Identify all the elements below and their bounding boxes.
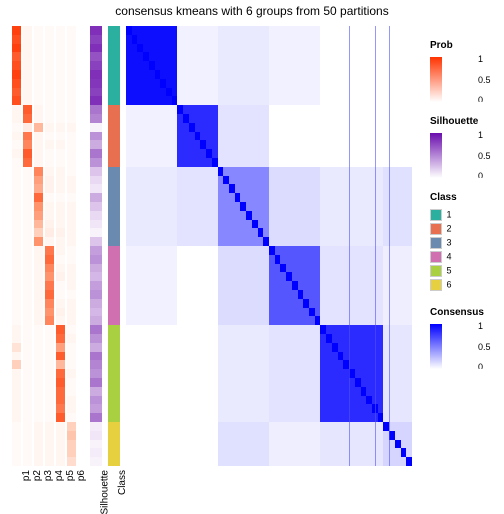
prob-column-p5 (56, 26, 65, 466)
class-column (108, 26, 120, 466)
grad-sil (430, 133, 442, 178)
legend-class-item-2: 2 (430, 223, 500, 235)
grad-prob (430, 57, 442, 102)
consensus-heatmap (126, 26, 412, 466)
class-segment-1 (108, 26, 120, 105)
plot-area: p1p2p3p4p5p6SilhouetteClass (12, 26, 412, 466)
prob-column-p6 (67, 26, 76, 466)
legend-class-item-6: 6 (430, 279, 500, 291)
legend-consensus-title: Consensus (430, 307, 500, 318)
tick: 1 (478, 130, 483, 140)
legend-sil-title: Silhouette (430, 116, 500, 127)
xlabel-p4: p4 (54, 470, 65, 481)
legend-class: Class 1 2 3 4 5 6 (430, 192, 500, 293)
grad-cons (430, 324, 442, 369)
legend-area: Prob 1 0.5 0 Silhouette 1 0.5 0 Class 1 … (430, 40, 500, 383)
xlabel-p2: p2 (32, 470, 43, 481)
tick: 0.5 (478, 75, 491, 85)
prob-column-p2 (23, 26, 32, 466)
xlabel-Class: Class (117, 470, 128, 495)
prob-column-p4 (45, 26, 54, 466)
xlabel-p6: p6 (76, 470, 87, 481)
legend-prob-title: Prob (430, 40, 500, 51)
tick: 0 (478, 95, 483, 102)
prob-column-p1 (12, 26, 21, 466)
chart-title: consensus kmeans with 6 groups from 50 p… (0, 4, 504, 18)
xlabel-Silhouette: Silhouette (99, 470, 110, 514)
class-segment-2 (108, 105, 120, 167)
silhouette-column (90, 26, 102, 466)
class-segment-5 (108, 325, 120, 422)
legend-class-item-5: 5 (430, 265, 500, 277)
class-segment-3 (108, 167, 120, 246)
legend-class-title: Class (430, 192, 500, 203)
xlabel-p3: p3 (43, 470, 54, 481)
xlabel-p5: p5 (65, 470, 76, 481)
tick: 0.5 (478, 342, 491, 352)
tick: 1 (478, 54, 483, 64)
legend-consensus: Consensus 1 0.5 0 (430, 307, 500, 369)
legend-silhouette: Silhouette 1 0.5 0 (430, 116, 500, 178)
tick: 1 (478, 321, 483, 331)
class-segment-6 (108, 422, 120, 466)
prob-column-p3 (34, 26, 43, 466)
xlabel-p1: p1 (21, 470, 32, 481)
legend-class-item-3: 3 (430, 237, 500, 249)
legend-prob: Prob 1 0.5 0 (430, 40, 500, 102)
legend-class-item-1: 1 (430, 209, 500, 221)
tick: 0 (478, 362, 483, 369)
tick: 0.5 (478, 151, 491, 161)
legend-class-item-4: 4 (430, 251, 500, 263)
class-segment-4 (108, 246, 120, 325)
tick: 0 (478, 171, 483, 178)
